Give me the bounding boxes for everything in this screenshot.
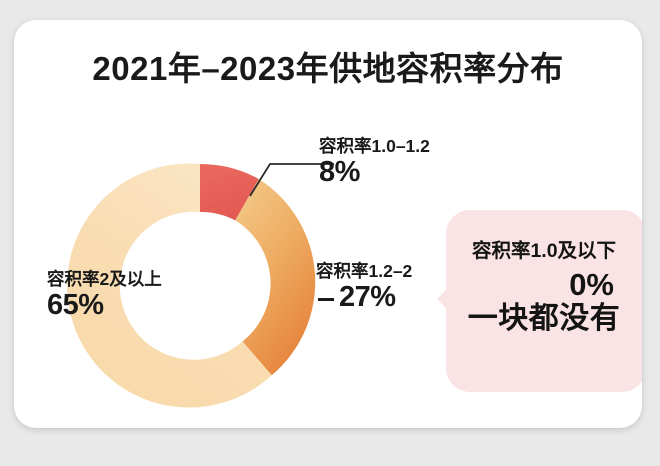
slice-label-percent: 65%: [47, 289, 104, 322]
donut-slice-1_2-2: [235, 178, 316, 376]
donut-svg: [67, 163, 316, 408]
slice-label-percent-row: 27%: [318, 281, 412, 313]
callout-tail-icon: [437, 288, 448, 310]
page-title: 2021年–2023年供地容积率分布: [92, 50, 564, 87]
slice-label-1_2-2: 容积率1.2–2 27%: [316, 261, 412, 314]
leader-dash-icon: [318, 298, 334, 301]
slice-label-percent: 8%: [319, 156, 360, 189]
slice-label-2-and-above: 容积率2及以上 65%: [47, 269, 162, 322]
slice-label-name: 容积率1.0–1.2: [319, 136, 430, 156]
callout-category-label: 容积率1.0及以下: [471, 240, 617, 262]
slice-label-name: 容积率2及以上: [47, 269, 162, 289]
donut-slice-2-and-above: [67, 163, 272, 408]
slice-label-name: 容积率1.2–2: [316, 261, 413, 281]
slice-label-1_0-1_2: 容积率1.0–1.2 8%: [319, 136, 430, 189]
chart-card: 2021年–2023年供地容积率分布: [14, 20, 642, 428]
donut-slice-1_0-1_2: [200, 163, 259, 221]
donut-chart: [62, 148, 338, 424]
callout-percent: 0%: [569, 267, 614, 302]
callout-content: 容积率1.0及以下 0% 一块都没有: [446, 210, 642, 392]
callout-bubble: 容积率1.0及以下 0% 一块都没有: [446, 210, 642, 392]
callout-note: 一块都没有: [467, 301, 621, 335]
slice-label-percent: 27%: [339, 281, 396, 314]
